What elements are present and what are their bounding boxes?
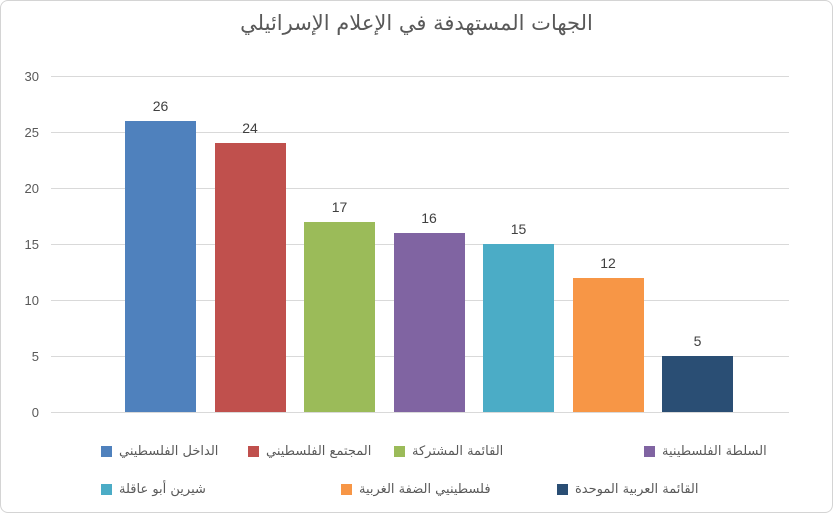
legend-item-المجتمع الفلسطيني: المجتمع الفلسطيني (248, 443, 372, 459)
bar-القائمة المشتركة (304, 221, 375, 412)
bar-value-label: 15 (510, 221, 527, 237)
bar-القائمة العربية الموحدة (662, 356, 733, 412)
y-axis-tick-5: 5 (31, 348, 39, 364)
bar-value-label: 12 (600, 254, 616, 271)
legend-label: المجتمع الفلسطيني (266, 443, 372, 459)
bar-value-label: 16 (421, 209, 437, 226)
y-axis-tick-10: 10 (24, 292, 39, 308)
gridline-20 (51, 187, 789, 189)
y-axis-tick-30: 30 (24, 68, 39, 84)
legend-swatch-icon (557, 483, 568, 495)
legend-swatch-icon (101, 445, 112, 457)
legend-label: القائمة المشتركة (412, 443, 504, 459)
bar-المجتمع الفلسطيني (214, 143, 286, 412)
legend-swatch-icon (644, 445, 655, 457)
y-axis-tick-20: 20 (24, 180, 39, 196)
legend-item-السلطة الفلسطينية: السلطة الفلسطينية (644, 443, 767, 459)
legend-swatch-icon (394, 445, 405, 457)
y-axis-tick-25: 25 (24, 124, 39, 140)
legend-item-القائمة المشتركة: القائمة المشتركة (394, 443, 504, 459)
legend-swatch-icon (248, 445, 259, 457)
legend-item-فلسطينيي الضفة الغربية: فلسطينيي الضفة الغربية (341, 481, 491, 497)
bar-شيرين أبو عاقلة (483, 244, 554, 412)
legend-label: السلطة الفلسطينية (662, 443, 767, 459)
gridline-0 (51, 411, 789, 413)
bar-value-label: 26 (152, 97, 169, 114)
bar-value-label: 24 (242, 120, 258, 137)
legend-swatch-icon (101, 483, 112, 495)
bar-السلطة الفلسطينية (393, 232, 465, 412)
legend-swatch-icon (341, 483, 352, 495)
legend-item-شيرين أبو عاقلة: شيرين أبو عاقلة (101, 481, 206, 497)
bar-الداخل الفلسطيني (125, 120, 196, 412)
bar-فلسطينيي الضفة الغربية (572, 277, 644, 412)
legend-label: الداخل الفلسطيني (119, 443, 219, 459)
legend-item-القائمة العربية الموحدة: القائمة العربية الموحدة (557, 481, 699, 497)
bar-value-label: 5 (693, 333, 702, 349)
bar-value-label: 17 (331, 198, 348, 215)
y-axis-tick-15: 15 (24, 236, 39, 252)
legend-label: فلسطينيي الضفة الغربية (359, 481, 491, 497)
gridline-30 (51, 75, 789, 77)
chart-title: الجهات المستهدفة في الإعلام الإسرائيلي (240, 11, 593, 35)
legend-label: شيرين أبو عاقلة (119, 481, 206, 497)
y-axis-tick-0: 0 (31, 404, 39, 420)
legend-label: القائمة العربية الموحدة (575, 481, 699, 497)
legend-item-الداخل الفلسطيني: الداخل الفلسطيني (101, 443, 219, 459)
gridline-25 (51, 131, 789, 133)
